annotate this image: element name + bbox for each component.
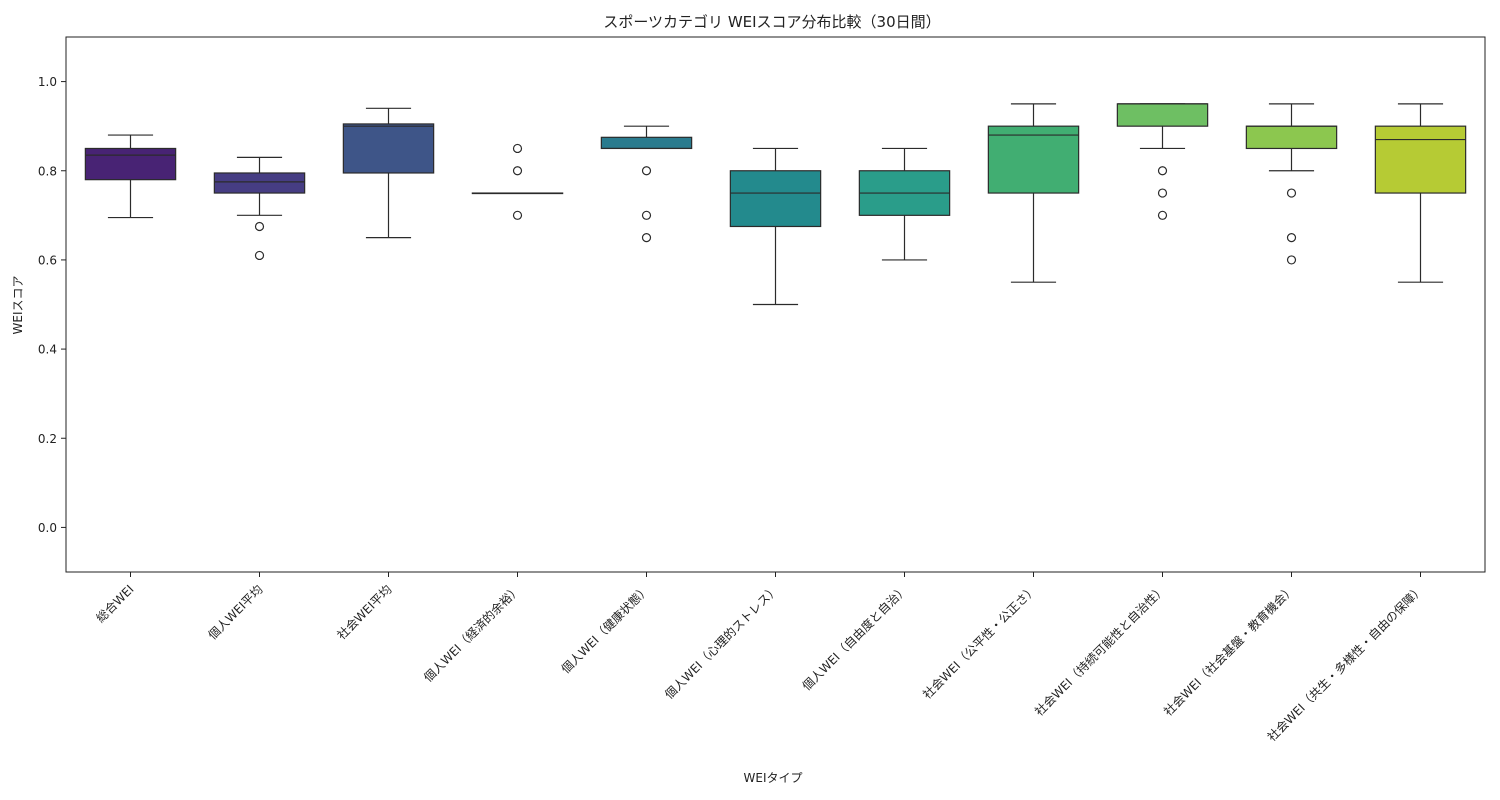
outlier-point [254,250,265,261]
y-tick-label: 0.4 [38,343,57,357]
y-axis-label: WEIスコア [11,276,25,335]
box [1245,125,1338,150]
x-tick-label: 個人WEI（心理的ストレス） [661,582,781,702]
y-tick-label: 0.6 [38,253,57,267]
x-tick-label: 個人WEI（経済的余裕） [420,582,523,685]
x-tick-label: 社会WEI（共生・多様性・自由の保障） [1264,582,1427,745]
y-tick-label: 1.0 [38,75,57,89]
outlier-point [1157,210,1168,220]
x-tick-label: 社会WEI（社会基盤・教育機会） [1160,582,1297,719]
x-axis-label: WEIタイプ [744,771,803,785]
outlier-point [641,233,652,243]
x-tick-label: 個人WEI（自由度と自治） [799,582,911,694]
x-tick-label: 社会WEI（持続可能性と自治性） [1031,582,1168,719]
box [1116,103,1209,127]
x-tick-label: 社会WEI平均 [334,582,395,643]
outlier-point [512,210,523,220]
x-tick-label: 社会WEI（公平性・公正さ） [919,582,1039,702]
box [84,147,177,181]
box [600,136,693,150]
x-tick-label: 個人WEI平均 [206,582,266,642]
x-tick-label: 総合WEI [93,582,137,626]
outlier-point [641,166,652,176]
y-tick-label: 0.2 [38,432,57,446]
outlier-point [254,221,265,232]
outlier-point [1157,188,1168,198]
outlier-point [1286,255,1297,265]
outlier-point [1157,166,1168,176]
outlier-point [512,143,523,154]
outlier-point [641,210,652,220]
y-tick-label: 0.0 [38,521,57,535]
chart-title: スポーツカテゴリ WEIスコア分布比較（30日間） [603,13,940,31]
outlier-point [1286,233,1297,243]
box [1374,125,1467,194]
box [213,172,306,194]
y-tick-label: 0.8 [38,164,57,178]
x-tick-label: 個人WEI（健康状態） [558,582,653,677]
outlier-point [512,166,523,176]
box [729,170,822,228]
box [987,125,1080,194]
outlier-point [1286,188,1297,198]
box [342,123,435,174]
